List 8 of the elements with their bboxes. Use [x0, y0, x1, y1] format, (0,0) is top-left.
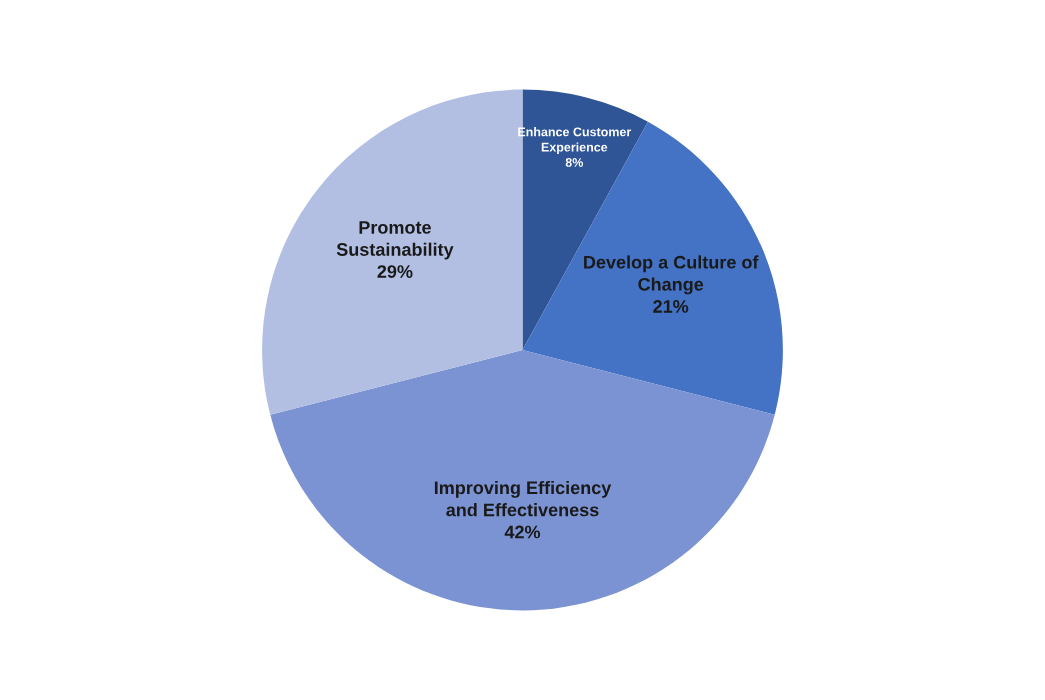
- data-label: 8%: [565, 158, 584, 167]
- pie-slice: [270, 350, 775, 611]
- slice-label: Promote Sustainability: [336, 221, 454, 260]
- data-label: 42%: [504, 525, 541, 539]
- data-label: 29%: [377, 265, 413, 278]
- data-label: 21%: [653, 300, 689, 313]
- slice-label: Develop a Culture of Change: [584, 255, 759, 295]
- slice-label: Improving Efficiency and Effectiveness: [434, 480, 612, 517]
